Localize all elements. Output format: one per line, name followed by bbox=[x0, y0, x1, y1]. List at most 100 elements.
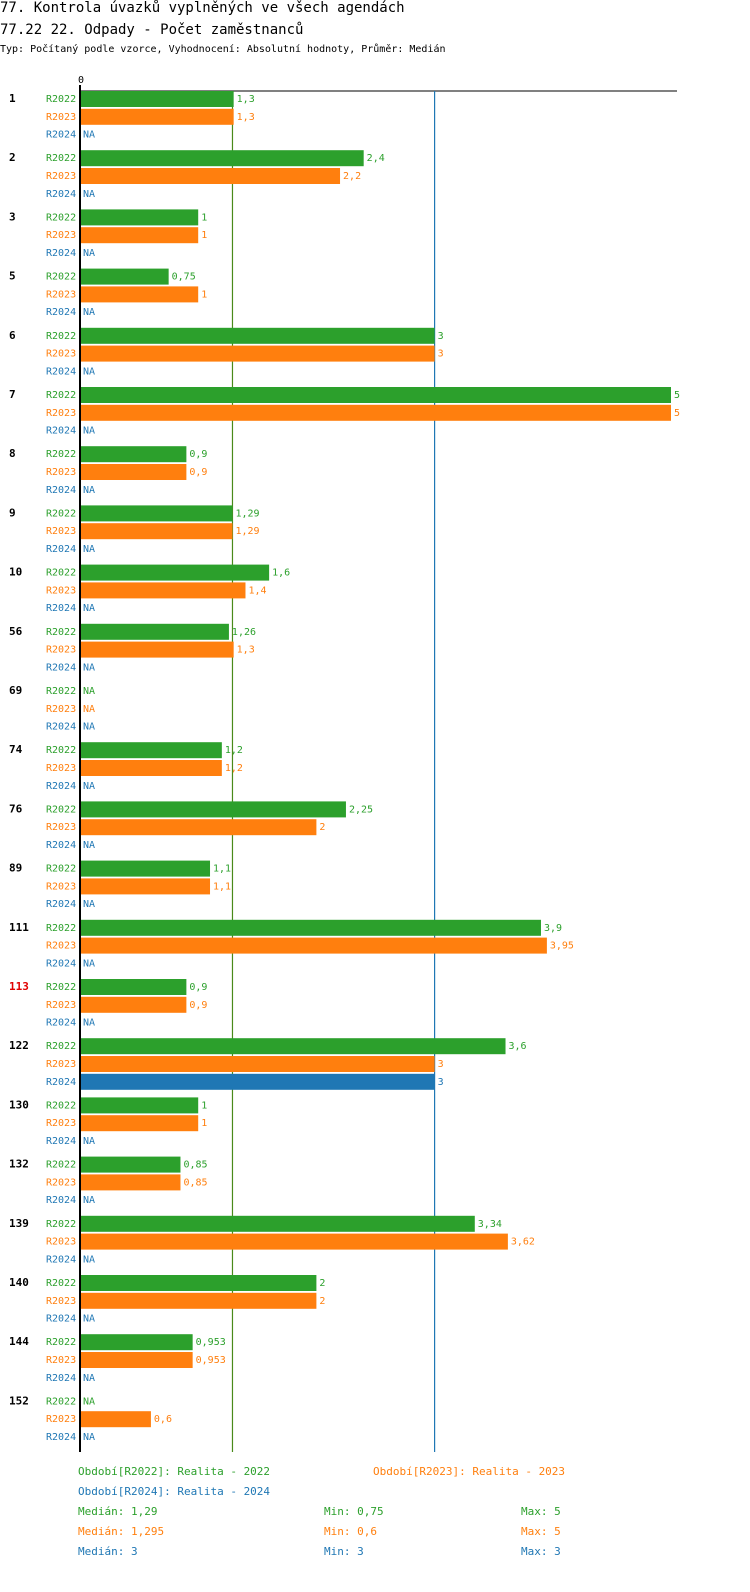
series-label-2-r2024: R2024 bbox=[46, 189, 76, 200]
series-label-56-r2024: R2024 bbox=[46, 662, 76, 673]
series-label-132-r2023: R2023 bbox=[46, 1177, 76, 1188]
group-label-76: 76 bbox=[9, 802, 23, 815]
na-label-74-r2024: NA bbox=[83, 781, 95, 792]
na-label-111-r2024: NA bbox=[83, 958, 95, 969]
bar-3-r2023 bbox=[80, 227, 199, 244]
stat-median-r2024: Medián: 3 bbox=[78, 1545, 138, 1558]
series-label-2-r2023: R2023 bbox=[46, 171, 76, 182]
na-label-8-r2024: NA bbox=[83, 485, 95, 496]
data-label-9-r2023: 1,29 bbox=[235, 526, 259, 537]
series-label-113-r2022: R2022 bbox=[46, 982, 76, 993]
series-label-139-r2023: R2023 bbox=[46, 1237, 76, 1248]
series-label-6-r2023: R2023 bbox=[46, 349, 76, 360]
data-label-113-r2022: 0,9 bbox=[189, 982, 207, 993]
series-label-69-r2024: R2024 bbox=[46, 722, 76, 733]
bar-130-r2022 bbox=[80, 1097, 199, 1114]
bar-122-r2022 bbox=[80, 1038, 506, 1055]
na-label-130-r2024: NA bbox=[83, 1136, 95, 1147]
group-label-5: 5 bbox=[9, 270, 16, 283]
series-label-3-r2022: R2022 bbox=[46, 212, 76, 223]
legend-period-r2024: Období[R2024]: Realita - 2024 bbox=[78, 1485, 271, 1498]
bar-7-r2022 bbox=[80, 387, 671, 403]
data-label-3-r2023: 1 bbox=[201, 230, 207, 241]
group-label-113: 113 bbox=[9, 980, 29, 993]
series-label-5-r2022: R2022 bbox=[46, 272, 76, 283]
series-label-144-r2023: R2023 bbox=[46, 1355, 76, 1366]
group-label-74: 74 bbox=[9, 743, 23, 756]
series-label-76-r2024: R2024 bbox=[46, 840, 76, 851]
bar-111-r2023 bbox=[80, 937, 547, 954]
na-label-132-r2024: NA bbox=[83, 1195, 95, 1206]
bar-5-r2022 bbox=[80, 268, 169, 285]
bar-7-r2023 bbox=[80, 404, 671, 421]
na-label-9-r2024: NA bbox=[83, 544, 95, 555]
series-label-3-r2024: R2024 bbox=[46, 248, 76, 259]
series-label-113-r2024: R2024 bbox=[46, 1018, 76, 1029]
series-label-9-r2024: R2024 bbox=[46, 544, 76, 555]
group-label-69: 69 bbox=[9, 684, 22, 697]
stat-median-r2022: Medián: 1,29 bbox=[78, 1505, 158, 1518]
series-label-89-r2024: R2024 bbox=[46, 899, 76, 910]
data-label-6-r2023: 3 bbox=[438, 349, 444, 360]
data-label-111-r2023: 3,95 bbox=[550, 941, 574, 952]
series-label-132-r2024: R2024 bbox=[46, 1195, 76, 1206]
group-label-1: 1 bbox=[9, 92, 16, 105]
series-label-56-r2022: R2022 bbox=[46, 627, 76, 638]
bar-113-r2023 bbox=[80, 996, 187, 1013]
stat-min-r2023: Min: 0,6 bbox=[324, 1525, 377, 1538]
data-label-76-r2022: 2,25 bbox=[349, 804, 373, 815]
group-label-152: 152 bbox=[9, 1394, 29, 1407]
data-label-74-r2022: 1,2 bbox=[225, 745, 243, 756]
na-label-2-r2024: NA bbox=[83, 189, 95, 200]
data-label-132-r2023: 0,85 bbox=[183, 1177, 207, 1188]
data-label-144-r2023: 0,953 bbox=[196, 1355, 226, 1366]
na-label-69-r2024: NA bbox=[83, 722, 95, 733]
bar-6-r2022 bbox=[80, 327, 435, 344]
x-tick-label-0: 0 bbox=[78, 75, 84, 86]
bar-144-r2023 bbox=[80, 1352, 193, 1368]
series-label-152-r2023: R2023 bbox=[46, 1414, 76, 1425]
group-label-140: 140 bbox=[9, 1276, 29, 1289]
na-label-3-r2024: NA bbox=[83, 248, 95, 259]
na-label-6-r2024: NA bbox=[83, 366, 95, 377]
bar-122-r2024 bbox=[80, 1073, 435, 1090]
group-label-9: 9 bbox=[9, 506, 16, 519]
bar-8-r2023 bbox=[80, 464, 187, 480]
group-label-130: 130 bbox=[9, 1098, 29, 1111]
series-label-111-r2023: R2023 bbox=[46, 941, 76, 952]
data-label-76-r2023: 2 bbox=[319, 822, 325, 833]
na-label-1-r2024: NA bbox=[83, 130, 95, 141]
series-label-122-r2024: R2024 bbox=[46, 1077, 76, 1088]
stat-median-r2023: Medián: 1,295 bbox=[78, 1525, 165, 1538]
legend-period-r2023: Období[R2023]: Realita - 2023 bbox=[373, 1465, 566, 1478]
bar-132-r2022 bbox=[80, 1156, 181, 1173]
stat-max-r2023: Max: 5 bbox=[521, 1525, 561, 1538]
bar-74-r2023 bbox=[80, 760, 222, 776]
series-label-5-r2023: R2023 bbox=[46, 289, 76, 300]
na-label-89-r2024: NA bbox=[83, 899, 95, 910]
data-label-7-r2022: 5 bbox=[674, 390, 680, 401]
bar-5-r2023 bbox=[80, 286, 199, 303]
na-label-144-r2024: NA bbox=[83, 1373, 95, 1384]
bar-89-r2022 bbox=[80, 860, 211, 877]
data-label-56-r2022: 1,26 bbox=[232, 627, 256, 638]
series-label-122-r2022: R2022 bbox=[46, 1041, 76, 1052]
data-label-132-r2022: 0,85 bbox=[183, 1160, 207, 1171]
series-label-140-r2023: R2023 bbox=[46, 1296, 76, 1307]
series-label-152-r2022: R2022 bbox=[46, 1396, 76, 1407]
na-label-69-r2023: NA bbox=[83, 704, 95, 715]
bar-140-r2023 bbox=[80, 1292, 317, 1309]
group-label-6: 6 bbox=[9, 329, 16, 342]
data-label-5-r2023: 1 bbox=[201, 289, 207, 300]
data-label-144-r2022: 0,953 bbox=[196, 1337, 226, 1348]
group-label-7: 7 bbox=[9, 388, 16, 401]
series-label-132-r2022: R2022 bbox=[46, 1160, 76, 1171]
chart-subtitle: 77.22 22. Odpady - Počet zaměstnanců bbox=[0, 22, 304, 38]
group-label-139: 139 bbox=[9, 1217, 29, 1230]
na-label-69-r2022: NA bbox=[83, 686, 95, 697]
data-label-1-r2023: 1,3 bbox=[237, 112, 255, 123]
series-label-144-r2024: R2024 bbox=[46, 1373, 76, 1384]
series-label-8-r2022: R2022 bbox=[46, 449, 76, 460]
series-label-74-r2024: R2024 bbox=[46, 781, 76, 792]
series-label-7-r2022: R2022 bbox=[46, 390, 76, 401]
